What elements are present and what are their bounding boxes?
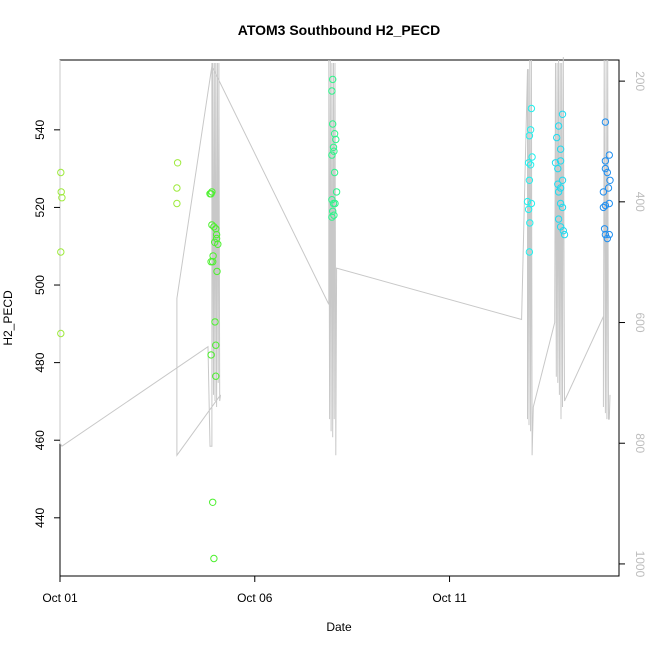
y2-tick-label: 600 xyxy=(633,313,647,333)
data-point xyxy=(210,554,218,563)
data-point xyxy=(527,199,536,208)
points-layer xyxy=(57,75,614,563)
data-point xyxy=(212,372,220,380)
data-point xyxy=(207,351,215,359)
data-point xyxy=(601,164,610,173)
data-point xyxy=(601,230,610,239)
data-point xyxy=(209,258,217,266)
data-point xyxy=(553,133,561,142)
data-point xyxy=(330,211,338,219)
trace-layer xyxy=(59,56,611,457)
data-point xyxy=(57,188,65,196)
data-point xyxy=(210,223,218,231)
data-point xyxy=(528,153,536,161)
data-point xyxy=(527,104,536,113)
data-point xyxy=(173,184,181,192)
y-tick-label: 500 xyxy=(33,275,47,295)
data-point xyxy=(558,203,567,212)
data-point xyxy=(524,205,533,214)
data-point xyxy=(556,145,565,153)
data-point xyxy=(524,159,533,167)
data-point xyxy=(554,188,563,196)
y-tick-label: 540 xyxy=(33,120,47,140)
data-point xyxy=(57,168,65,177)
data-point xyxy=(329,75,337,84)
axes-layer: Oct 01 Oct 06 Oct 11 440 460 480 500 520 540 200 4… xyxy=(33,71,647,605)
data-point xyxy=(605,230,613,239)
data-point xyxy=(330,147,338,155)
data-point xyxy=(606,176,614,185)
x-axis-label: Date xyxy=(326,620,352,634)
data-point xyxy=(605,151,613,159)
data-point xyxy=(57,329,65,338)
data-point xyxy=(58,194,66,202)
data-point xyxy=(212,230,221,239)
y-tick-label: 440 xyxy=(33,507,47,527)
data-point xyxy=(332,135,340,144)
data-point xyxy=(556,157,565,165)
data-point xyxy=(525,176,534,185)
data-point xyxy=(599,188,608,196)
data-point xyxy=(173,159,182,167)
data-point xyxy=(556,199,565,208)
data-point xyxy=(208,221,216,229)
y-tick-label: 480 xyxy=(33,352,47,372)
y2-tick-label: 800 xyxy=(633,433,647,453)
data-point xyxy=(556,184,565,192)
trace-line xyxy=(59,56,611,457)
y2-tick-label: 200 xyxy=(633,71,647,91)
data-point xyxy=(559,227,567,235)
data-point xyxy=(211,318,219,326)
data-point xyxy=(523,197,532,206)
plot-frame xyxy=(59,59,620,577)
data-point xyxy=(328,151,336,159)
data-point xyxy=(554,164,562,173)
data-point xyxy=(601,201,610,210)
data-point xyxy=(558,110,567,119)
data-point xyxy=(554,215,563,223)
data-point xyxy=(558,176,567,185)
data-point xyxy=(213,267,221,276)
chart-title: ATOM3 Southbound H2_PECD xyxy=(238,22,440,38)
data-point xyxy=(207,190,215,198)
data-point xyxy=(330,168,339,177)
data-point xyxy=(605,199,613,208)
y-tick-label: 460 xyxy=(33,430,47,450)
data-point xyxy=(331,199,339,208)
data-point xyxy=(604,184,613,192)
data-point xyxy=(526,161,535,169)
data-point xyxy=(329,120,337,128)
data-point xyxy=(554,122,563,130)
data-point xyxy=(525,132,534,140)
data-point xyxy=(603,168,611,177)
data-point xyxy=(329,143,338,152)
x-tick-label: Oct 01 xyxy=(42,591,78,605)
data-point xyxy=(600,225,609,233)
data-point xyxy=(332,188,341,196)
data-point xyxy=(212,225,220,233)
data-point xyxy=(173,199,181,208)
data-point xyxy=(328,213,336,221)
data-point xyxy=(560,230,569,239)
x-tick-label: Oct 06 xyxy=(237,591,273,605)
data-point xyxy=(214,240,222,249)
data-point xyxy=(603,234,611,243)
data-point xyxy=(57,248,65,256)
data-point xyxy=(209,498,217,506)
data-point xyxy=(601,118,610,126)
data-point xyxy=(526,219,534,227)
data-point xyxy=(329,207,337,216)
x-tick-label: Oct 11 xyxy=(432,591,467,605)
y2-tick-label: 400 xyxy=(633,192,647,212)
y-axis-label: H2_PECD xyxy=(1,290,15,346)
y-tick-label: 520 xyxy=(33,197,47,217)
data-point xyxy=(599,203,608,212)
data-point xyxy=(212,341,220,349)
data-point xyxy=(328,87,336,95)
data-point xyxy=(601,157,610,165)
data-point xyxy=(525,248,534,256)
y2-tick-label: 1000 xyxy=(633,551,647,578)
